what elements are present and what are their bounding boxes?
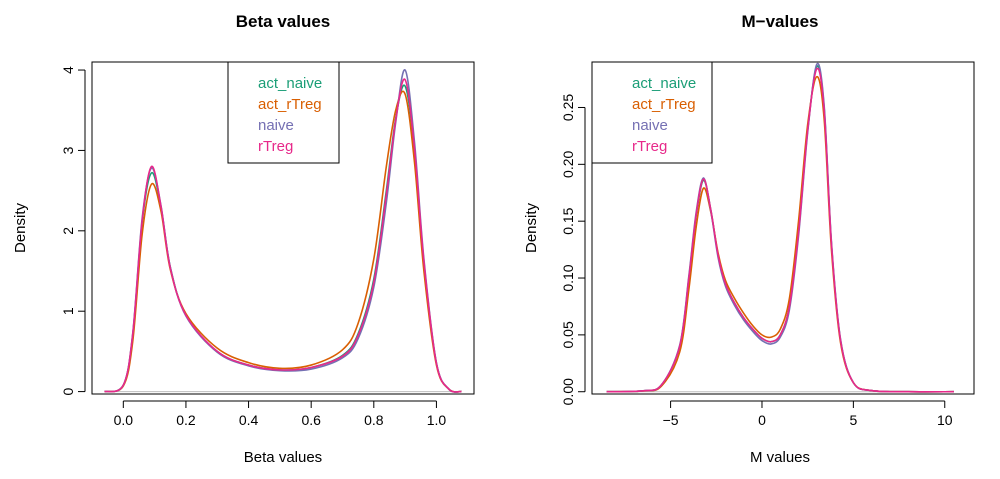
m-x-tick-label: 0	[758, 412, 766, 428]
beta-y-axis: 0 1 2 3 4	[60, 66, 86, 395]
m-density-line-3	[606, 67, 954, 393]
m-legend-box	[591, 61, 713, 164]
m-x-tick-label: −5	[663, 412, 679, 428]
m-xlabel: M values	[750, 449, 810, 466]
m-y-axis: 0.00 0.05 0.10 0.15 0.20 0.25	[560, 94, 586, 405]
m-legend-naive: naive	[632, 117, 668, 134]
beta-legend-box	[227, 61, 340, 164]
beta-ylabel: Density	[12, 202, 29, 253]
m-y-tick-label: 0.10	[560, 264, 576, 291]
beta-x-tick-label: 0.0	[114, 412, 134, 428]
m-title: M−values	[741, 12, 818, 31]
beta-legend-act-rtreg: act_rTreg	[258, 96, 322, 113]
m-y-tick-label: 0.05	[560, 321, 576, 348]
beta-panel: Beta values Beta values Density 0.0 0.2 0.…	[12, 12, 475, 466]
m-legend-act-rtreg: act_rTreg	[632, 96, 696, 113]
m-y-tick-label: 0.20	[560, 150, 576, 177]
beta-x-tick-label: 0.6	[301, 412, 321, 428]
m-x-axis: −5 0 5 10	[663, 400, 953, 428]
beta-plot-area	[104, 69, 462, 393]
beta-y-tick-label: 0	[60, 387, 76, 395]
m-y-tick-label: 0.15	[560, 207, 576, 234]
beta-density-line-1	[104, 90, 462, 393]
beta-legend-naive: naive	[258, 117, 294, 134]
beta-legend-rtreg: rTreg	[258, 138, 293, 155]
m-legend-rtreg: rTreg	[632, 138, 667, 155]
beta-x-tick-label: 0.4	[239, 412, 259, 428]
beta-y-tick-label: 2	[60, 227, 76, 235]
beta-density-line-3	[104, 78, 462, 393]
m-plot-area	[606, 62, 954, 393]
beta-title: Beta values	[236, 12, 331, 31]
m-plot-frame	[591, 61, 975, 395]
m-x-tick-label: 10	[937, 412, 953, 428]
beta-y-tick-label: 3	[60, 146, 76, 154]
beta-legend: act_naive act_rTreg naive rTreg	[227, 61, 340, 164]
beta-x-axis: 0.0 0.2 0.4 0.6 0.8 1.0	[114, 400, 447, 428]
m-x-tick-label: 5	[849, 412, 857, 428]
beta-legend-act-naive: act_naive	[258, 75, 322, 92]
m-y-tick-label: 0.25	[560, 94, 576, 121]
beta-x-tick-label: 1.0	[427, 412, 447, 428]
m-y-tick-label: 0.00	[560, 378, 576, 405]
m-ylabel: Density	[523, 202, 540, 253]
m-legend: act_naive act_rTreg naive rTreg	[591, 61, 713, 164]
beta-y-tick-label: 1	[60, 307, 76, 315]
m-panel: M−values M values Density −5 0 5 10 0.000.0…	[523, 12, 975, 466]
m-legend-act-naive: act_naive	[632, 75, 696, 92]
beta-xlabel: Beta values	[244, 449, 322, 466]
beta-x-tick-label: 0.8	[364, 412, 384, 428]
beta-x-tick-label: 0.2	[176, 412, 196, 428]
beta-y-tick-label: 4	[60, 66, 76, 74]
